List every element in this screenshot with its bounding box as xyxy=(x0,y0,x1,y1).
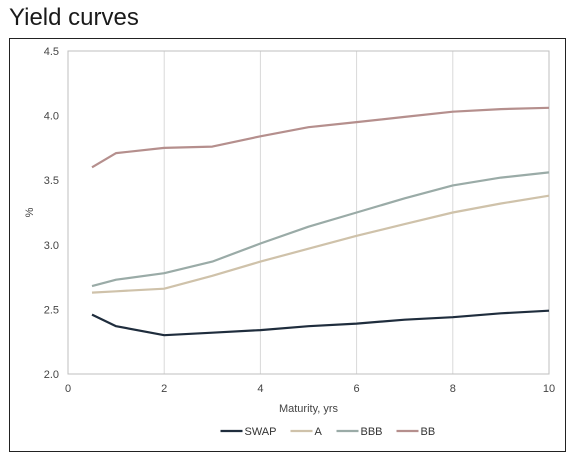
chart-frame xyxy=(9,38,566,452)
y-tick-label: 4.5 xyxy=(44,46,59,58)
y-tick-label: 3.0 xyxy=(44,240,59,252)
y-tick-label: 2.0 xyxy=(44,369,59,381)
series-line-a xyxy=(91,194,550,294)
plot-area xyxy=(67,50,550,375)
x-tick-label: 10 xyxy=(543,383,555,395)
y-tick-label: 2.5 xyxy=(44,304,59,316)
legend-label-swap: SWAP xyxy=(245,426,277,438)
series-line-bb xyxy=(91,106,550,169)
x-tick-label: 6 xyxy=(354,383,360,395)
legend-label-bb: BB xyxy=(421,426,436,438)
legend-label-a: A xyxy=(315,426,323,438)
y-tick-label: 3.5 xyxy=(44,175,59,187)
x-tick-label: 0 xyxy=(65,383,71,395)
x-axis-label: Maturity, yrs xyxy=(279,403,339,415)
chart-title: Yield curves xyxy=(9,4,139,31)
y-axis-label: % xyxy=(24,207,36,217)
y-tick-label: 4.0 xyxy=(44,111,59,123)
series-line-swap xyxy=(91,309,550,337)
x-tick-label: 4 xyxy=(257,383,263,395)
x-tick-label: 2 xyxy=(161,383,167,395)
series-line-bbb xyxy=(91,171,550,288)
x-tick-label: 8 xyxy=(450,383,456,395)
legend-label-bbb: BBB xyxy=(361,426,383,438)
